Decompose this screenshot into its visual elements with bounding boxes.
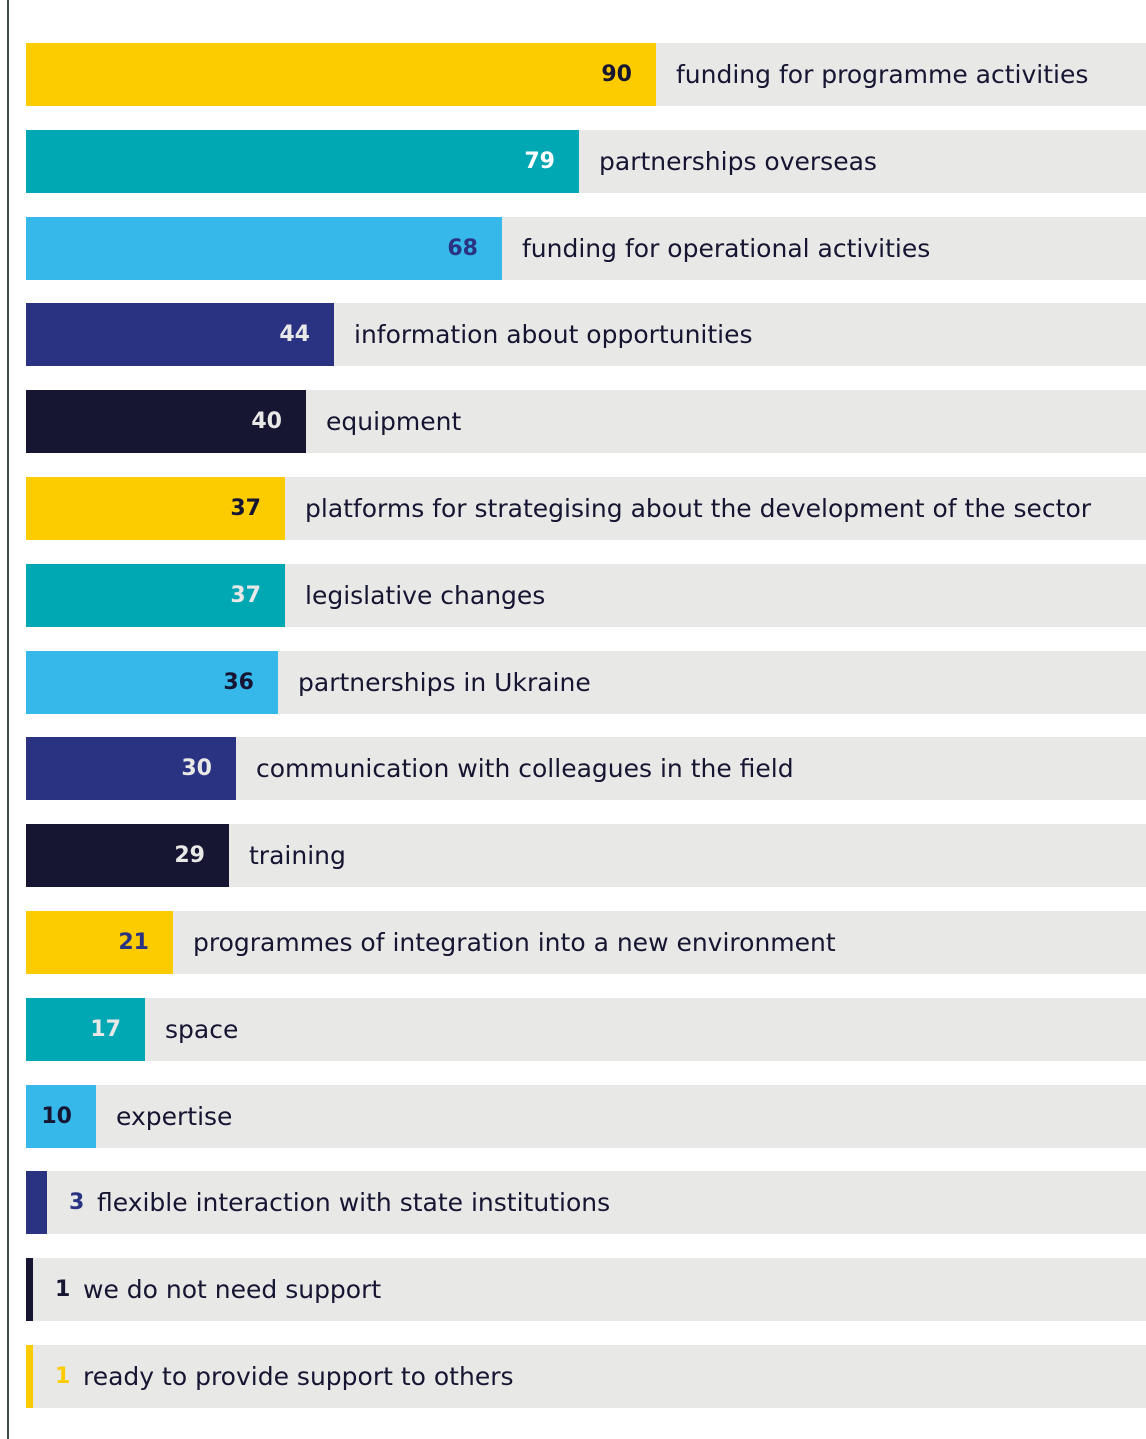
- bar: [26, 43, 656, 106]
- bar: [26, 824, 229, 887]
- value-label: 1: [55, 1277, 71, 1302]
- bar: [26, 911, 173, 974]
- value-label: 3: [69, 1190, 85, 1215]
- bar: [26, 1258, 33, 1321]
- bar-row: 10 expertise: [26, 1085, 1146, 1148]
- value-label: 30: [181, 756, 212, 781]
- bar: [26, 737, 236, 800]
- category-label: funding for operational activities: [522, 234, 931, 263]
- value-label: 29: [174, 843, 205, 868]
- category-label: legislative changes: [305, 581, 546, 610]
- bar-row: 44 information about opportunities: [26, 303, 1146, 366]
- category-label: equipment: [326, 407, 462, 436]
- bar-row: 40 equipment: [26, 390, 1146, 453]
- value-label: 37: [230, 583, 261, 608]
- value-label: 79: [524, 149, 555, 174]
- bar-row: 37 legislative changes: [26, 564, 1146, 627]
- bar: [26, 1085, 96, 1148]
- bar-row: 37 platforms for strategising about the d…: [26, 477, 1146, 540]
- category-label: platforms for strategising about the dev…: [305, 494, 1092, 523]
- value-label: 40: [251, 409, 282, 434]
- bar-row: 30 communication with colleagues in the f…: [26, 737, 1146, 800]
- category-label: expertise: [116, 1102, 233, 1131]
- category-label: partnerships overseas: [599, 147, 877, 176]
- category-label: partnerships in Ukraine: [298, 668, 591, 697]
- bar-row: 36 partnerships in Ukraine: [26, 651, 1146, 714]
- bar: [26, 390, 306, 453]
- value-label: 21: [118, 930, 149, 955]
- value-label: 90: [601, 62, 632, 87]
- category-label: flexible interaction with state institut…: [97, 1188, 611, 1217]
- value-label: 36: [223, 670, 254, 695]
- bar-row: 1 we do not need support: [26, 1258, 1146, 1321]
- category-label: programmes of integration into a new env…: [193, 928, 836, 957]
- bar-row: 90 funding for programme activities: [26, 43, 1146, 106]
- value-label: 68: [447, 236, 478, 261]
- bar-row: 68 funding for operational activities: [26, 217, 1146, 280]
- bar: [26, 1171, 47, 1234]
- bar: [26, 217, 502, 280]
- value-label: 44: [279, 322, 310, 347]
- value-label: 1: [55, 1364, 71, 1389]
- bar-row: 17 space: [26, 998, 1146, 1061]
- category-label: training: [249, 841, 346, 870]
- category-label: communication with colleagues in the fie…: [256, 754, 794, 783]
- bar: [26, 130, 579, 193]
- bar-row: 21 programmes of integration into a new e…: [26, 911, 1146, 974]
- axis-line: [7, 0, 9, 1439]
- bar: [26, 651, 278, 714]
- bar: [26, 477, 285, 540]
- bar-row: 1 ready to provide support to others: [26, 1345, 1146, 1408]
- value-label: 10: [41, 1104, 72, 1129]
- category-label: information about opportunities: [354, 320, 753, 349]
- category-label: ready to provide support to others: [83, 1362, 514, 1391]
- bar-row: 29 training: [26, 824, 1146, 887]
- value-label: 37: [230, 496, 261, 521]
- category-label: we do not need support: [83, 1275, 382, 1304]
- bar: [26, 564, 285, 627]
- category-label: space: [165, 1015, 239, 1044]
- category-label: funding for programme activities: [676, 60, 1089, 89]
- bar-row: 3 flexible interaction with state institu…: [26, 1171, 1146, 1234]
- bar-row: 79 partnerships overseas: [26, 130, 1146, 193]
- bar: [26, 998, 145, 1061]
- bar: [26, 1345, 33, 1408]
- bar: [26, 303, 334, 366]
- value-label: 17: [90, 1017, 121, 1042]
